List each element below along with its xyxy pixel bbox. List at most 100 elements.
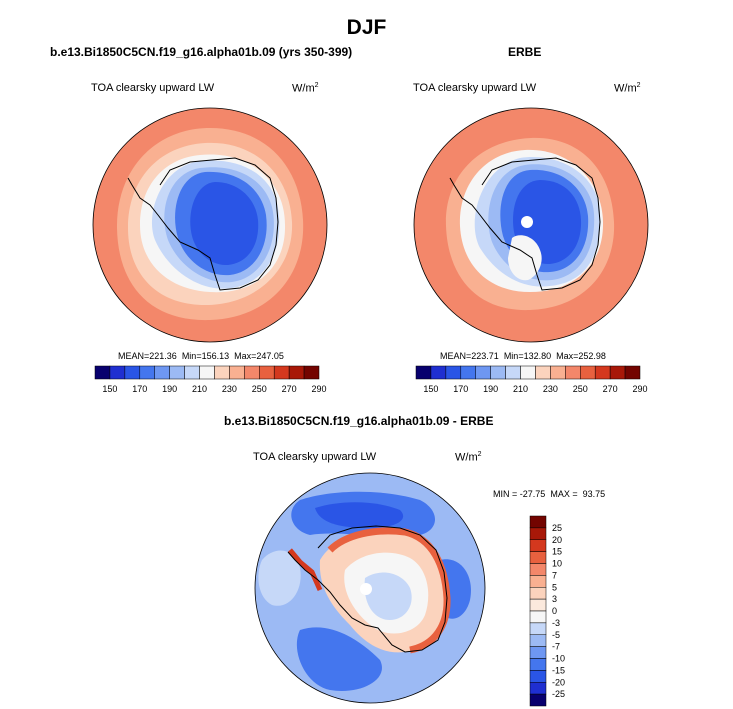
panel-1-title: b.e13.Bi1850C5CN.f19_g16.alpha01b.09 (yr… bbox=[50, 45, 353, 59]
map-diff-peninsula-red bbox=[288, 548, 323, 592]
colorbar-diff-tick-label: 10 bbox=[552, 559, 562, 569]
colorbar-diff-tick-label: -25 bbox=[552, 689, 565, 699]
panel-2-min: 132.80 bbox=[523, 351, 552, 361]
panel-2-mean-label: MEAN= bbox=[440, 351, 472, 361]
colorbar-erbe-swatch bbox=[565, 365, 581, 380]
map-diff-antarctica-coast bbox=[287, 525, 448, 653]
colorbar-diff-tick-label: 3 bbox=[552, 594, 557, 604]
map-erbe-ross-ice-shelf bbox=[508, 235, 542, 281]
colorbar-diff-tick-label: -10 bbox=[552, 654, 565, 664]
colorbar-diff-tick-label: -3 bbox=[552, 618, 560, 628]
colorbar-erbe-tick-label: 190 bbox=[483, 384, 498, 394]
colorbar-diff-tick-label: -5 bbox=[552, 630, 560, 640]
colorbar-erbe-swatch bbox=[505, 365, 521, 380]
colorbar-erbe-swatch bbox=[594, 365, 611, 380]
colorbar-model-swatch bbox=[288, 365, 305, 380]
colorbar-diff-swatch bbox=[529, 670, 547, 683]
panel-2-title: ERBE bbox=[508, 45, 542, 59]
panel-2-max-label: Max= bbox=[556, 351, 579, 361]
colorbar-erbe-swatch bbox=[430, 365, 447, 380]
colorbar-model-swatch bbox=[139, 365, 155, 380]
colorbar-diff-swatch bbox=[529, 563, 547, 576]
colorbar-erbe: 150 170 190 210 230 250 270 290 bbox=[415, 365, 648, 394]
colorbar-diff: 25 20 15 107 5 3 0 -3 -5 -7 -10-15 -20 -25 bbox=[529, 515, 565, 707]
colorbar-erbe-swatch bbox=[624, 365, 641, 380]
colorbar-model-tick-label: 190 bbox=[162, 384, 177, 394]
colorbar-erbe-swatch bbox=[580, 365, 596, 380]
colorbar-model-swatch bbox=[199, 365, 215, 380]
colorbar-model-swatch bbox=[154, 365, 170, 380]
colorbar-diff-swatch bbox=[529, 527, 547, 540]
colorbar-model-swatch bbox=[303, 365, 320, 380]
map-model bbox=[93, 108, 327, 342]
colorbar-erbe-swatch bbox=[609, 365, 626, 380]
map-erbe-border bbox=[413, 107, 649, 343]
colorbar-diff-swatch bbox=[529, 587, 547, 600]
colorbar-model-swatch bbox=[109, 365, 126, 380]
map-diff-border bbox=[254, 472, 486, 704]
colorbar-erbe-tick-label: 230 bbox=[543, 384, 558, 394]
colorbar-model-tick-label: 290 bbox=[311, 384, 326, 394]
panel-1-mean: 221.36 bbox=[149, 351, 177, 361]
colorbar-diff-tick-label: 15 bbox=[552, 547, 562, 557]
colorbar-erbe-swatch bbox=[460, 365, 476, 380]
colorbar-model-swatch bbox=[184, 365, 200, 380]
colorbar-diff-swatch bbox=[529, 598, 547, 612]
colorbar-diff-tick-label: 5 bbox=[552, 582, 557, 592]
colorbar-diff-tick-label: 20 bbox=[552, 535, 562, 545]
colorbar-model-tick-label: 230 bbox=[222, 384, 237, 394]
panel-2-variable: TOA clearsky upward LW bbox=[413, 82, 537, 94]
panel-3-stats: MIN = -27.75 MAX = 93.75 bbox=[493, 489, 605, 499]
colorbar-erbe-swatch bbox=[445, 365, 462, 380]
map-erbe-pole-hole bbox=[521, 216, 533, 228]
panel-1-max: 247.05 bbox=[256, 351, 284, 361]
colorbar-model-swatch bbox=[244, 365, 260, 380]
colorbar-erbe-tick-label: 210 bbox=[513, 384, 528, 394]
colorbar-diff-swatch bbox=[529, 515, 547, 529]
map-diff-patch-light-west bbox=[258, 550, 301, 606]
colorbar-diff-swatch bbox=[529, 539, 547, 552]
colorbar-model-tick-label: 270 bbox=[282, 384, 297, 394]
colorbar-erbe-tick-label: 270 bbox=[603, 384, 618, 394]
panel-2-min-label: Min= bbox=[503, 351, 524, 361]
map-model-border bbox=[92, 107, 328, 343]
colorbar-model-swatch bbox=[229, 365, 245, 380]
panel-3-variable: TOA clearsky upward LW bbox=[253, 451, 377, 463]
panel-1-max-label: Max= bbox=[234, 351, 257, 361]
panel-3-title: b.e13.Bi1850C5CN.f19_g16.alpha01b.09 - E… bbox=[224, 414, 494, 428]
colorbar-diff-tick-label: 25 bbox=[552, 523, 562, 533]
colorbar-model-swatch bbox=[94, 365, 111, 380]
map-diff-coast-red bbox=[327, 527, 451, 654]
colorbar-diff-swatch bbox=[529, 622, 547, 635]
map-diff bbox=[255, 473, 485, 703]
colorbar-model-swatch bbox=[214, 365, 230, 380]
panel-3-units-base: W/m bbox=[455, 451, 478, 464]
colorbar-erbe-swatch bbox=[520, 365, 536, 380]
colorbar-erbe-swatch bbox=[550, 365, 566, 380]
panel-3-units: W/m2 bbox=[455, 451, 482, 464]
colorbar-diff-swatch bbox=[529, 646, 547, 659]
panel-3-max-label: MAX = bbox=[550, 489, 578, 499]
colorbar-erbe-tick-label: 170 bbox=[453, 384, 468, 394]
map-erbe bbox=[414, 108, 648, 342]
colorbar-model-tick-label: 210 bbox=[192, 384, 207, 394]
colorbar-diff-swatch bbox=[529, 610, 547, 624]
panel-1-mean-label: MEAN= bbox=[118, 351, 150, 361]
map-diff-patch-darker-north bbox=[315, 502, 404, 528]
colorbar-model-swatch bbox=[124, 365, 141, 380]
panel-2-mean: 223.71 bbox=[471, 351, 499, 361]
map-model-ice-core bbox=[190, 182, 259, 266]
panel-2-units-exp: 2 bbox=[636, 82, 641, 89]
page-title: DJF bbox=[346, 16, 387, 39]
map-model-antarctica-coast bbox=[127, 157, 279, 291]
colorbar-diff-tick-label: 0 bbox=[552, 606, 557, 616]
colorbar-diff-swatch bbox=[529, 658, 547, 671]
colorbar-erbe-swatch bbox=[415, 365, 432, 380]
panel-1-min-label: Min= bbox=[181, 351, 202, 361]
colorbar-diff-swatch bbox=[529, 682, 547, 695]
panel-1-variable: TOA clearsky upward LW bbox=[91, 82, 215, 94]
panel-2-units-base: W/m bbox=[614, 82, 637, 95]
colorbar-erbe-tick-label: 290 bbox=[632, 384, 647, 394]
colorbar-erbe-tick-label: 150 bbox=[423, 384, 438, 394]
colorbar-model-swatch bbox=[169, 365, 185, 380]
